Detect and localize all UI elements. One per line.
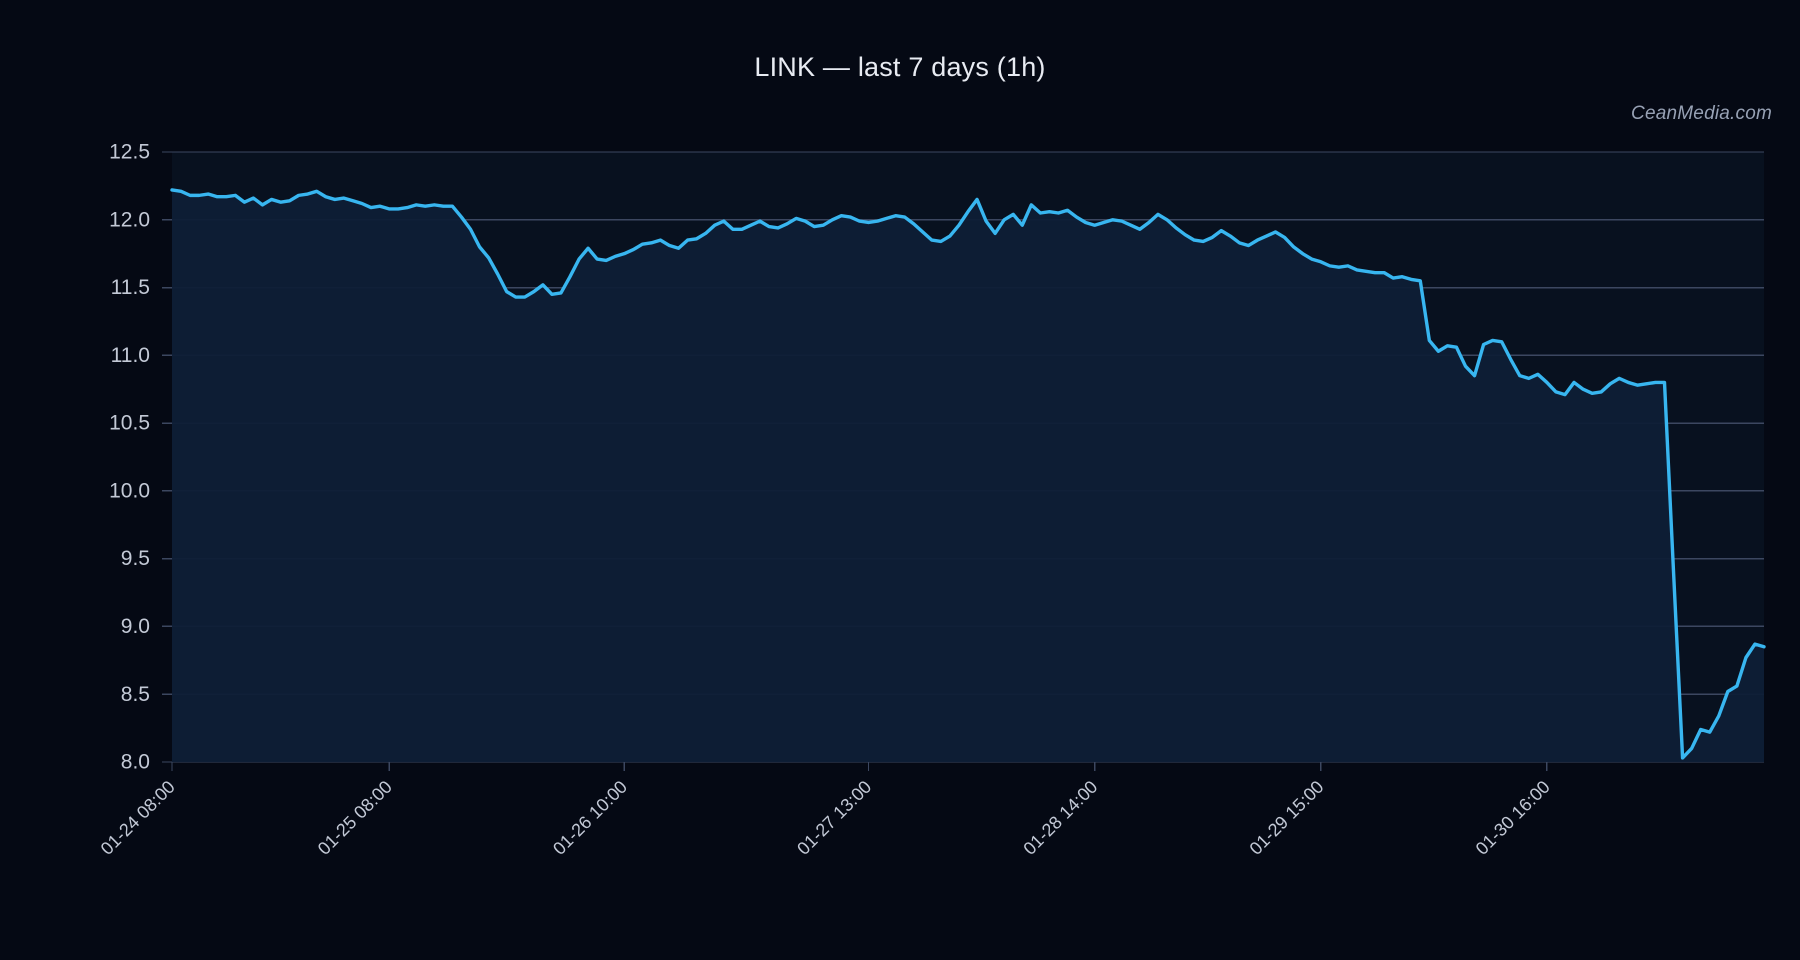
x-tick-label: 01-30 16:00 [1472,777,1554,859]
series-area-fill [172,189,1764,762]
y-tick-label: 11.5 [111,276,150,299]
x-tick-label: 01-28 14:00 [1019,777,1101,859]
series-line [170,188,1766,760]
series-area-path [172,189,1764,762]
page-title: LINK — last 7 days (1h) [754,52,1046,82]
x-axis-ticks: 01-24 08:00 01-25 08:00 01-26 10:00 01-27 1… [97,762,1554,859]
x-tick-label: 01-24 08:00 [97,777,179,859]
x-tick-label: 01-26 10:00 [549,777,631,859]
y-tick-label: 12.0 [109,208,150,231]
x-tick-label: 01-27 13:00 [793,777,875,859]
y-tick-label: 8.0 [121,751,150,774]
y-tick-label: 10.0 [109,479,150,502]
y-axis-ticks: 8.0 8.5 9.0 9.5 10.0 10.5 11.0 11.5 12.0 12.5 [109,141,172,774]
y-tick-label: 8.5 [121,683,150,706]
x-tick-label: 01-29 15:00 [1246,777,1328,859]
y-tick-label: 9.0 [121,615,150,638]
y-tick-label: 11.0 [111,344,150,367]
watermark-label: CeanMedia.com [1631,103,1772,124]
y-tick-label: 12.5 [109,141,150,164]
y-tick-label: 10.5 [109,412,150,435]
series-line-path [170,188,1766,760]
x-tick-label: 01-25 08:00 [314,777,396,859]
y-tick-label: 9.5 [121,547,150,570]
